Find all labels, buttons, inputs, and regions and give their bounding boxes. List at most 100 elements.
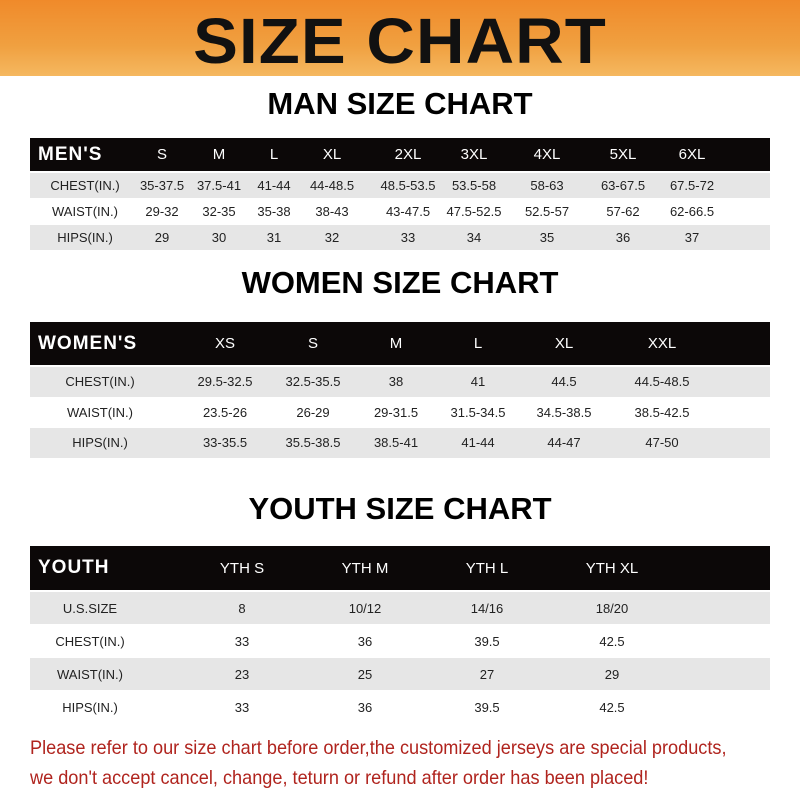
table-cell: 52.5-57 [524,204,570,219]
size-header: M [389,335,403,352]
title-banner: SIZE CHART [0,0,800,77]
row-label: WAIST(IN.) [52,204,118,219]
row-label: U.S.SIZE [62,600,118,616]
size-header: 2XL [394,146,422,163]
order-notice: Please refer to our size chart before or… [30,733,737,793]
size-header: XXL [647,335,677,352]
header-label: WOMEN'S [38,332,138,354]
size-header: S [307,335,319,352]
table-cell: 32-35 [202,204,236,219]
table-cell: 44-47 [547,435,581,451]
table-cell: 8 [238,600,246,616]
table-cell: 37.5-41 [196,178,242,193]
table-cell: 23 [234,666,250,682]
size-header: YTH XL [585,559,639,577]
table-row: HIPS(IN.) 33 36 39.5 42.5 [30,691,770,723]
women-heading: WOMEN SIZE CHART [241,265,559,300]
table-cell: 29 [154,230,170,245]
notice-line-2: we don't accept cancel, change, teturn o… [30,767,649,789]
youth-heading: YOUTH SIZE CHART [248,491,552,526]
table-cell: 44.5 [551,374,577,390]
table-cell: 47-50 [645,435,679,451]
table-cell: 36 [615,230,631,245]
table-cell: 53.5-58 [451,178,497,193]
table-cell: 29-32 [145,204,179,219]
row-label: CHEST(IN.) [50,178,120,193]
table-cell: 29 [604,666,620,682]
size-header: 3XL [460,146,488,163]
table-cell: 48.5-53.5 [380,178,436,193]
table-cell: 36 [357,633,373,649]
men-heading: MAN SIZE CHART [267,86,533,121]
men-header-row: MEN'S S M L XL 2XL 3XL 4XL 5XL 6XL [30,138,770,171]
table-row: HIPS(IN.) 33-35.5 35.5-38.5 38.5-41 41-44 44-… [30,428,770,458]
size-header: 5XL [609,146,637,163]
row-label: HIPS(IN.) [57,230,113,245]
table-cell: 18/20 [595,600,629,616]
table-cell: 32.5-35.5 [285,374,341,390]
table-cell: 38.5-41 [373,435,419,451]
youth-header-row: YOUTH YTH S YTH M YTH L YTH XL [30,546,770,590]
table-cell: 35-37.5 [139,178,185,193]
table-cell: 44.5-48.5 [634,374,690,390]
row-label: WAIST(IN.) [57,666,123,682]
table-cell: 58-63 [530,178,564,193]
size-header: YTH L [465,559,509,577]
table-row: CHEST(IN.) 35-37.5 37.5-41 41-44 44-48.5 48.5… [30,173,770,198]
table-cell: 35.5-38.5 [285,435,341,451]
size-header: 6XL [678,146,706,163]
table-cell: 42.5 [599,699,625,715]
table-cell: 57-62 [606,204,640,219]
size-header: XL [322,146,342,163]
table-cell: 35 [539,230,555,245]
page-title: SIZE CHART [193,5,607,77]
table-row: WAIST(IN.) 29-32 32-35 35-38 38-43 43-47.5 47.… [30,199,770,224]
table-cell: 14/16 [470,600,504,616]
size-header: 4XL [533,146,561,163]
table-cell: 34.5-38.5 [536,404,592,420]
table-cell: 38-43 [315,204,349,219]
table-cell: 33-35.5 [202,435,248,451]
table-cell: 34 [466,230,482,245]
table-cell: 41-44 [461,435,495,451]
table-cell: 33 [234,699,250,715]
table-cell: 39.5 [474,633,500,649]
table-cell: 42.5 [599,633,625,649]
table-cell: 63-67.5 [600,178,646,193]
table-row: WAIST(IN.) 23 25 27 29 [30,658,770,690]
row-label: WAIST(IN.) [67,404,133,420]
table-cell: 26-29 [296,404,330,420]
row-label: CHEST(IN.) [55,633,125,649]
table-cell: 35-38 [257,204,291,219]
size-header: YTH M [341,559,389,577]
table-cell: 25 [357,666,373,682]
table-cell: 32 [324,230,340,245]
table-cell: 62-66.5 [669,204,715,219]
table-cell: 67.5-72 [669,178,715,193]
table-cell: 37 [684,230,700,245]
table-cell: 41 [470,374,486,390]
table-row: U.S.SIZE 8 10/12 14/16 18/20 [30,592,770,624]
table-cell: 33 [400,230,416,245]
table-row: CHEST(IN.) 29.5-32.5 32.5-35.5 38 41 44.5 44.5… [30,367,770,397]
table-cell: 44-48.5 [309,178,355,193]
row-label: CHEST(IN.) [65,374,135,390]
size-header: S [156,146,168,163]
table-cell: 29.5-32.5 [197,374,253,390]
table-cell: 36 [357,699,373,715]
notice-line-1: Please refer to our size chart before or… [30,737,727,759]
size-header: L [473,335,483,352]
table-row: CHEST(IN.) 33 36 39.5 42.5 [30,625,770,657]
size-header: L [269,146,279,163]
row-label: HIPS(IN.) [72,435,128,451]
table-cell: 33 [234,633,250,649]
table-cell: 31 [266,230,282,245]
table-cell: 23.5-26 [202,404,248,420]
table-cell: 31.5-34.5 [450,404,506,420]
table-cell: 10/12 [348,600,382,616]
table-cell: 38 [388,374,404,390]
table-cell: 29-31.5 [373,404,419,420]
size-header: XL [554,335,574,352]
table-cell: 39.5 [474,699,500,715]
table-cell: 27 [479,666,495,682]
